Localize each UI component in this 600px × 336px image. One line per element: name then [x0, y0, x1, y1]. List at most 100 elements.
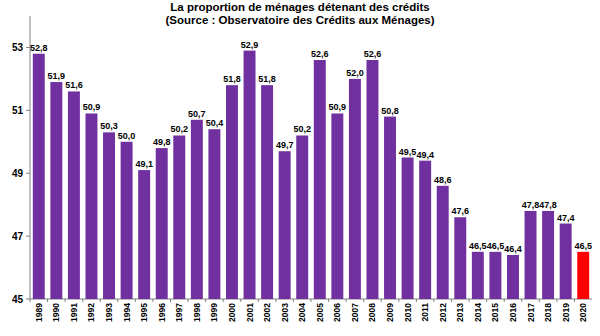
x-tick-label: 1992	[86, 303, 96, 322]
x-tick-label: 2000	[227, 303, 237, 322]
x-tick-label: 2006	[332, 303, 342, 322]
bar	[437, 186, 449, 299]
x-tick	[328, 299, 329, 302]
x-tick-label: 1994	[122, 303, 132, 322]
data-label: 50,4	[206, 118, 224, 128]
bar	[85, 113, 97, 299]
bar	[279, 151, 291, 299]
x-tick	[117, 299, 118, 302]
x-tick-label: 2015	[490, 303, 500, 322]
data-label: 48,6	[434, 175, 452, 185]
x-tick	[486, 299, 487, 302]
x-tick-label: 2001	[245, 303, 255, 322]
y-tick	[26, 110, 30, 111]
x-tick-label: 1991	[69, 303, 79, 322]
bar	[472, 252, 484, 299]
data-label: 52,6	[364, 49, 382, 59]
data-label: 49,5	[399, 147, 417, 157]
x-tick	[152, 299, 153, 302]
x-tick	[100, 299, 101, 302]
y-tick-label: 45	[12, 294, 24, 305]
bar	[156, 148, 168, 299]
x-tick-label: 1996	[157, 303, 167, 322]
x-tick-label: 2011	[420, 303, 430, 322]
x-tick-label: 2018	[543, 303, 553, 322]
data-label: 50,3	[100, 121, 118, 131]
bar	[68, 91, 80, 299]
y-tick-label: 49	[12, 168, 24, 179]
y-tick-label: 51	[12, 105, 24, 116]
x-tick	[521, 299, 522, 302]
bar	[577, 252, 589, 299]
x-tick-label: 2016	[508, 303, 518, 322]
data-label: 47,6	[452, 206, 470, 216]
bar	[349, 79, 361, 299]
bar	[103, 132, 115, 299]
bar	[244, 51, 256, 299]
x-tick	[65, 299, 66, 302]
data-label: 46,5	[469, 241, 487, 251]
x-tick-label: 2017	[526, 303, 536, 322]
bar	[208, 129, 220, 299]
x-tick-label: 2004	[297, 303, 307, 322]
bar	[402, 158, 414, 300]
x-tick-label: 2014	[473, 303, 483, 322]
bar	[489, 252, 501, 299]
title: La proportion de ménages détenant des cr…	[170, 1, 429, 13]
x-tick-label: 2002	[262, 303, 272, 322]
bar	[331, 113, 343, 299]
data-label: 51,8	[223, 74, 241, 84]
x-tick-label: 2008	[367, 303, 377, 322]
data-label: 52,9	[241, 40, 259, 50]
y-tick-label: 47	[12, 231, 24, 242]
x-tick	[539, 299, 540, 302]
bar	[261, 85, 273, 299]
data-label: 50,2	[293, 124, 311, 134]
x-tick-label: 2003	[280, 303, 290, 322]
chart: La proportion de ménages détenant des cr…	[0, 0, 600, 336]
data-label: 50,9	[329, 102, 347, 112]
bar	[525, 211, 537, 299]
x-tick-label: 2012	[438, 303, 448, 322]
data-label: 50,2	[171, 124, 189, 134]
bar	[121, 142, 133, 299]
bar	[50, 82, 62, 299]
x-tick	[47, 299, 48, 302]
data-label: 52,0	[346, 68, 364, 78]
x-tick	[363, 299, 364, 302]
x-tick	[82, 299, 83, 302]
x-tick	[416, 299, 417, 302]
bar	[542, 211, 554, 299]
x-tick	[170, 299, 171, 302]
x-tick	[311, 299, 312, 302]
data-label: 49,4	[416, 150, 434, 160]
bar	[314, 60, 326, 299]
x-tick	[30, 299, 31, 302]
bar	[419, 161, 431, 299]
data-label: 51,8	[258, 74, 276, 84]
x-tick	[398, 299, 399, 302]
x-tick-label: 2019	[561, 303, 571, 322]
data-label: 52,8	[30, 43, 48, 53]
data-label: 46,5	[574, 241, 592, 251]
x-tick	[451, 299, 452, 302]
x-tick-label: 2010	[403, 303, 413, 322]
x-tick	[381, 299, 382, 302]
data-label: 46,5	[487, 241, 505, 251]
bar	[173, 135, 185, 299]
x-tick	[275, 299, 276, 302]
data-label: 50,7	[188, 109, 206, 119]
data-label: 51,6	[65, 80, 83, 90]
x-tick-label: 2013	[455, 303, 465, 322]
data-label: 50,9	[83, 102, 101, 112]
data-label: 47,8	[539, 200, 557, 210]
bar	[191, 120, 203, 299]
x-tick	[240, 299, 241, 302]
bar	[384, 117, 396, 299]
y-axis	[30, 16, 31, 299]
x-tick	[574, 299, 575, 302]
bar	[33, 54, 45, 299]
y-tick	[26, 299, 30, 300]
x-tick	[469, 299, 470, 302]
bars	[33, 51, 589, 299]
